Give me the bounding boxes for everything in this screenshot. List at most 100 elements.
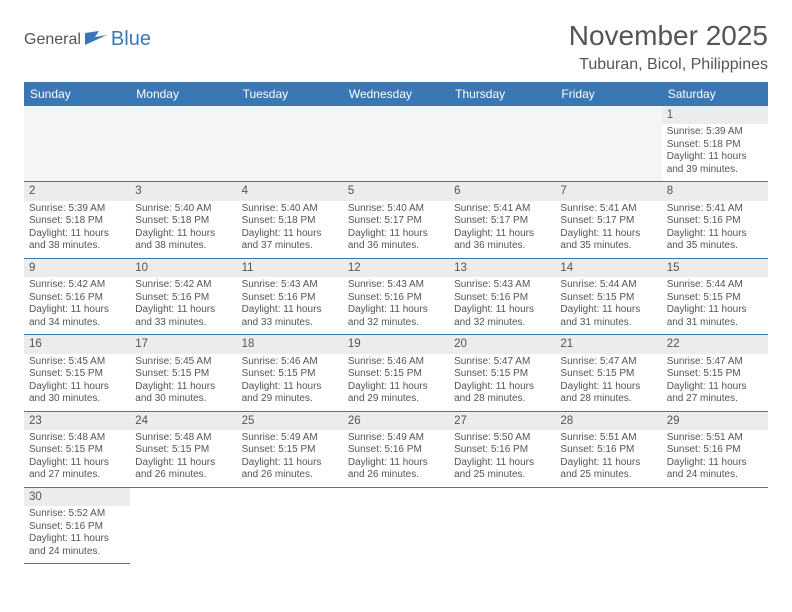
calendar-cell: 10Sunrise: 5:42 AMSunset: 5:16 PMDayligh…: [130, 258, 236, 334]
calendar-week: 1Sunrise: 5:39 AMSunset: 5:18 PMDaylight…: [24, 106, 768, 182]
day-number: 10: [130, 259, 236, 277]
day-detail-line: Sunset: 5:16 PM: [348, 444, 444, 457]
day-detail-line: Sunrise: 5:47 AM: [560, 356, 656, 369]
day-number: 12: [343, 259, 449, 277]
calendar-cell: 8Sunrise: 5:41 AMSunset: 5:16 PMDaylight…: [662, 182, 768, 258]
calendar-cell: 29Sunrise: 5:51 AMSunset: 5:16 PMDayligh…: [662, 411, 768, 487]
day-detail-line: Sunset: 5:15 PM: [454, 368, 550, 381]
day-number: 11: [237, 259, 343, 277]
day-detail-line: Sunrise: 5:41 AM: [454, 203, 550, 216]
day-number: 24: [130, 412, 236, 430]
day-detail-line: Sunset: 5:15 PM: [667, 368, 763, 381]
day-detail-line: Sunrise: 5:41 AM: [667, 203, 763, 216]
day-detail-line: Sunset: 5:15 PM: [560, 368, 656, 381]
day-detail-line: Sunrise: 5:44 AM: [560, 279, 656, 292]
calendar-cell: 6Sunrise: 5:41 AMSunset: 5:17 PMDaylight…: [449, 182, 555, 258]
calendar-cell-blank: [343, 487, 449, 563]
logo: General Blue: [24, 20, 151, 51]
calendar-cell: 2Sunrise: 5:39 AMSunset: 5:18 PMDaylight…: [24, 182, 130, 258]
day-detail-line: Sunset: 5:15 PM: [135, 444, 231, 457]
day-detail-line: Daylight: 11 hours and 28 minutes.: [454, 381, 550, 406]
day-detail-line: Daylight: 11 hours and 31 minutes.: [667, 304, 763, 329]
calendar-cell: 23Sunrise: 5:48 AMSunset: 5:15 PMDayligh…: [24, 411, 130, 487]
day-detail-line: Daylight: 11 hours and 35 minutes.: [667, 228, 763, 253]
day-header: Saturday: [662, 82, 768, 106]
calendar-cell: 18Sunrise: 5:46 AMSunset: 5:15 PMDayligh…: [237, 335, 343, 411]
calendar-cell-blank: [237, 106, 343, 182]
calendar-cell: 21 Sunrise: 5:47 AMSunset: 5:15 PMDayligh…: [555, 335, 661, 411]
day-number: 22: [662, 335, 768, 353]
day-detail-line: Sunrise: 5:43 AM: [242, 279, 338, 292]
day-detail-line: Daylight: 11 hours and 39 minutes.: [667, 151, 763, 176]
day-detail-line: Daylight: 11 hours and 33 minutes.: [135, 304, 231, 329]
calendar-cell: 3Sunrise: 5:40 AMSunset: 5:18 PMDaylight…: [130, 182, 236, 258]
day-number: 17: [130, 335, 236, 353]
calendar-cell: 27Sunrise: 5:50 AMSunset: 5:16 PMDayligh…: [449, 411, 555, 487]
day-detail-line: Daylight: 11 hours and 26 minutes.: [135, 457, 231, 482]
day-detail-line: Sunrise: 5:40 AM: [242, 203, 338, 216]
calendar-cell: 26Sunrise: 5:49 AMSunset: 5:16 PMDayligh…: [343, 411, 449, 487]
day-header: Tuesday: [237, 82, 343, 106]
day-detail-line: Sunrise: 5:48 AM: [29, 432, 125, 445]
day-number: 20: [449, 335, 555, 353]
day-detail-line: Daylight: 11 hours and 32 minutes.: [454, 304, 550, 329]
day-detail-line: Daylight: 11 hours and 29 minutes.: [242, 381, 338, 406]
day-detail-line: Daylight: 11 hours and 24 minutes.: [667, 457, 763, 482]
day-number: 1: [662, 106, 768, 124]
calendar-cell: 16Sunrise: 5:45 AMSunset: 5:15 PMDayligh…: [24, 335, 130, 411]
day-detail-line: Sunrise: 5:39 AM: [29, 203, 125, 216]
calendar-cell: 28Sunrise: 5:51 AMSunset: 5:16 PMDayligh…: [555, 411, 661, 487]
day-number: 21: [555, 335, 661, 353]
day-detail-line: Sunrise: 5:43 AM: [348, 279, 444, 292]
day-detail-line: Daylight: 11 hours and 38 minutes.: [135, 228, 231, 253]
day-detail-line: Sunset: 5:16 PM: [348, 292, 444, 305]
title-block: November 2025 Tuburan, Bicol, Philippine…: [569, 20, 768, 74]
day-detail-line: Daylight: 11 hours and 25 minutes.: [454, 457, 550, 482]
day-detail-line: Sunset: 5:15 PM: [560, 292, 656, 305]
day-number: 9: [24, 259, 130, 277]
day-number: 2: [24, 182, 130, 200]
calendar-cell: 7Sunrise: 5:41 AMSunset: 5:17 PMDaylight…: [555, 182, 661, 258]
calendar-week: 23Sunrise: 5:48 AMSunset: 5:15 PMDayligh…: [24, 411, 768, 487]
day-number: 27: [449, 412, 555, 430]
day-number: 25: [237, 412, 343, 430]
calendar-cell: 24Sunrise: 5:48 AMSunset: 5:15 PMDayligh…: [130, 411, 236, 487]
day-detail-line: Sunrise: 5:49 AM: [242, 432, 338, 445]
day-number: 23: [24, 412, 130, 430]
day-detail-line: Sunset: 5:16 PM: [454, 292, 550, 305]
calendar-cell: 14Sunrise: 5:44 AMSunset: 5:15 PMDayligh…: [555, 258, 661, 334]
day-detail-line: Daylight: 11 hours and 37 minutes.: [242, 228, 338, 253]
day-number: 14: [555, 259, 661, 277]
day-detail-line: Daylight: 11 hours and 27 minutes.: [667, 381, 763, 406]
day-detail-line: Daylight: 11 hours and 30 minutes.: [135, 381, 231, 406]
calendar-cell: 22 Sunrise: 5:47 AMSunset: 5:15 PMDayligh…: [662, 335, 768, 411]
day-detail-line: Sunset: 5:15 PM: [29, 444, 125, 457]
day-detail-line: Sunset: 5:16 PM: [560, 444, 656, 457]
calendar-cell: 9Sunrise: 5:42 AMSunset: 5:16 PMDaylight…: [24, 258, 130, 334]
day-detail-line: Sunset: 5:15 PM: [135, 368, 231, 381]
calendar-cell: 13Sunrise: 5:43 AMSunset: 5:16 PMDayligh…: [449, 258, 555, 334]
calendar-cell-blank: [130, 487, 236, 563]
day-detail-line: Sunrise: 5:49 AM: [348, 432, 444, 445]
day-number: 5: [343, 182, 449, 200]
day-detail-line: Sunrise: 5:47 AM: [667, 356, 763, 369]
day-number: 30: [24, 488, 130, 506]
calendar-cell: 1Sunrise: 5:39 AMSunset: 5:18 PMDaylight…: [662, 106, 768, 182]
day-detail-line: Daylight: 11 hours and 32 minutes.: [348, 304, 444, 329]
calendar-cell: 30Sunrise: 5:52 AMSunset: 5:16 PMDayligh…: [24, 487, 130, 563]
day-detail-line: Sunrise: 5:50 AM: [454, 432, 550, 445]
day-detail-line: Sunset: 5:15 PM: [667, 292, 763, 305]
day-detail-line: Sunrise: 5:44 AM: [667, 279, 763, 292]
header: General Blue November 2025 Tuburan, Bico…: [24, 20, 768, 74]
calendar-week: 9Sunrise: 5:42 AMSunset: 5:16 PMDaylight…: [24, 258, 768, 334]
day-detail-line: Sunset: 5:16 PM: [667, 215, 763, 228]
day-detail-line: Sunrise: 5:47 AM: [454, 356, 550, 369]
day-detail-line: Sunset: 5:16 PM: [667, 444, 763, 457]
day-detail-line: Sunrise: 5:41 AM: [560, 203, 656, 216]
calendar-cell-blank: [555, 487, 661, 563]
calendar-cell-blank: [237, 487, 343, 563]
day-detail-line: Daylight: 11 hours and 28 minutes.: [560, 381, 656, 406]
day-detail-line: Daylight: 11 hours and 36 minutes.: [348, 228, 444, 253]
calendar-cell-blank: [24, 106, 130, 182]
day-detail-line: Sunset: 5:17 PM: [560, 215, 656, 228]
